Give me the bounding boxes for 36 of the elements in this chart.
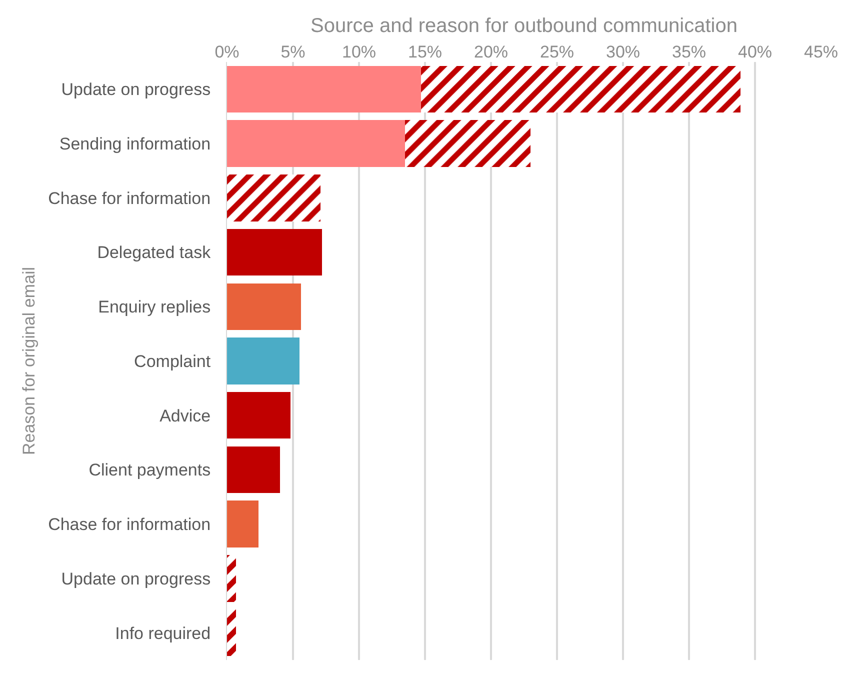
x-tick-label: 25%	[540, 42, 574, 62]
bar	[227, 500, 259, 548]
x-tick-label: 5%	[280, 42, 306, 62]
bar	[227, 338, 300, 384]
bar	[405, 120, 531, 167]
y-tick-label: Sending information	[59, 134, 211, 154]
x-tick-label: 45%	[804, 42, 838, 62]
bar	[227, 283, 301, 330]
y-tick-label: Advice	[160, 406, 211, 426]
x-tick-label: 20%	[474, 42, 508, 62]
y-tick-label: Enquiry replies	[98, 298, 211, 317]
y-tick-label: Client payments	[88, 460, 211, 480]
x-tick-label: 40%	[738, 42, 772, 62]
bar	[227, 392, 290, 439]
bar	[227, 120, 406, 167]
bar	[227, 609, 236, 656]
x-axis-title: Source and reason for outbound communication	[310, 15, 738, 38]
y-axis-title: Reason for original email	[20, 266, 39, 456]
bar	[227, 174, 321, 222]
y-tick-label: Chase for information	[48, 515, 211, 534]
bar	[227, 446, 280, 494]
x-tick-label: 15%	[408, 42, 442, 62]
x-tick-label: 10%	[342, 42, 376, 62]
bar	[227, 555, 236, 602]
bar	[227, 228, 322, 276]
y-tick-label: Info required	[115, 624, 211, 643]
x-tick-label: 30%	[606, 42, 640, 62]
x-tick-label: 0%	[214, 42, 240, 62]
x-tick-label: 35%	[672, 42, 706, 62]
y-tick-label: Delegated task	[97, 243, 212, 262]
bar	[227, 66, 422, 113]
y-tick-label: Update on progress	[61, 80, 211, 100]
y-tick-label: Complaint	[134, 352, 211, 371]
y-tick-label: Update on progress	[61, 569, 211, 588]
y-tick-label: Chase for information	[48, 188, 211, 208]
bar	[421, 66, 740, 113]
